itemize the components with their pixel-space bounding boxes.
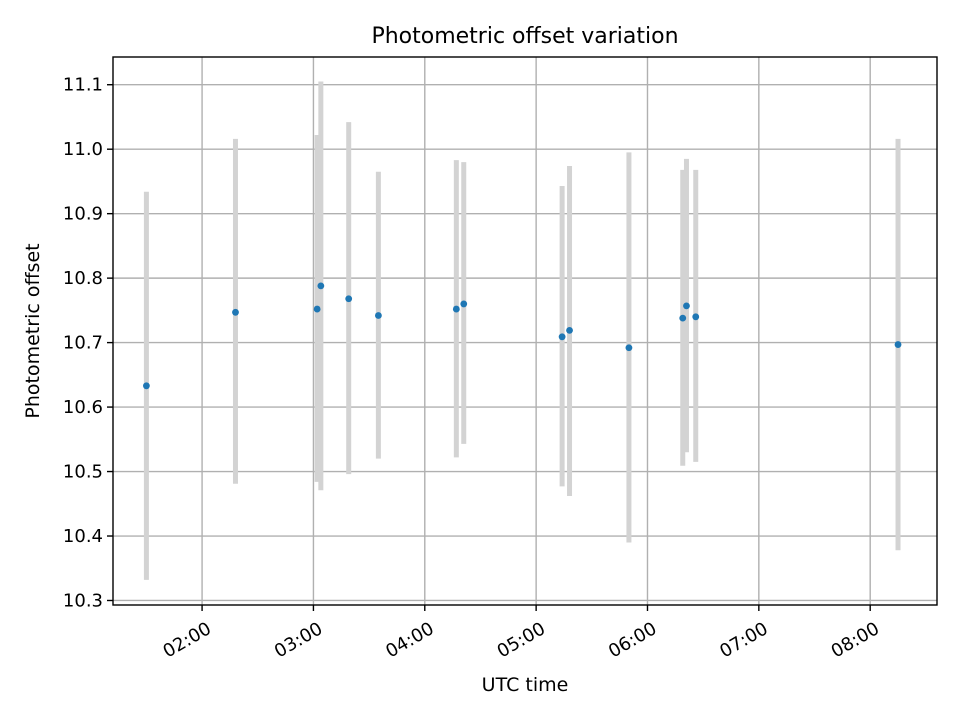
y-tick-label: 11.1 xyxy=(63,75,103,96)
y-axis-label: Photometric offset xyxy=(22,243,44,418)
y-tick-label: 10.3 xyxy=(63,590,103,611)
data-point xyxy=(558,333,566,341)
y-tick-label: 10.8 xyxy=(63,268,103,289)
data-point xyxy=(313,305,321,313)
y-tick-label: 10.6 xyxy=(63,397,103,418)
data-point xyxy=(566,326,573,334)
y-tick-label: 10.5 xyxy=(63,462,103,483)
chart-title: Photometric offset variation xyxy=(371,24,678,49)
data-point xyxy=(692,313,700,321)
data-point xyxy=(460,300,468,308)
data-point xyxy=(374,312,382,319)
plot-frame xyxy=(112,56,938,606)
data-point xyxy=(894,341,902,348)
data-point xyxy=(232,308,239,316)
x-axis-label: UTC time xyxy=(482,674,569,696)
data-point xyxy=(679,314,687,322)
data-point xyxy=(683,302,690,310)
y-tick-label: 11.0 xyxy=(63,139,103,160)
y-tick-label: 10.4 xyxy=(63,526,103,547)
y-tick-label: 10.9 xyxy=(63,204,103,225)
data-point xyxy=(317,282,325,290)
data-points xyxy=(143,282,902,390)
grid-lines xyxy=(113,57,937,605)
y-tick-label: 10.7 xyxy=(63,333,103,354)
data-point xyxy=(345,295,353,303)
data-point xyxy=(143,382,150,390)
data-point xyxy=(452,305,460,313)
y-axis-ticks: 10.3 10.4 10.5 10.6 10.7 10.8 10.9 11.0 11.1 xyxy=(63,75,113,611)
data-point xyxy=(625,344,633,352)
